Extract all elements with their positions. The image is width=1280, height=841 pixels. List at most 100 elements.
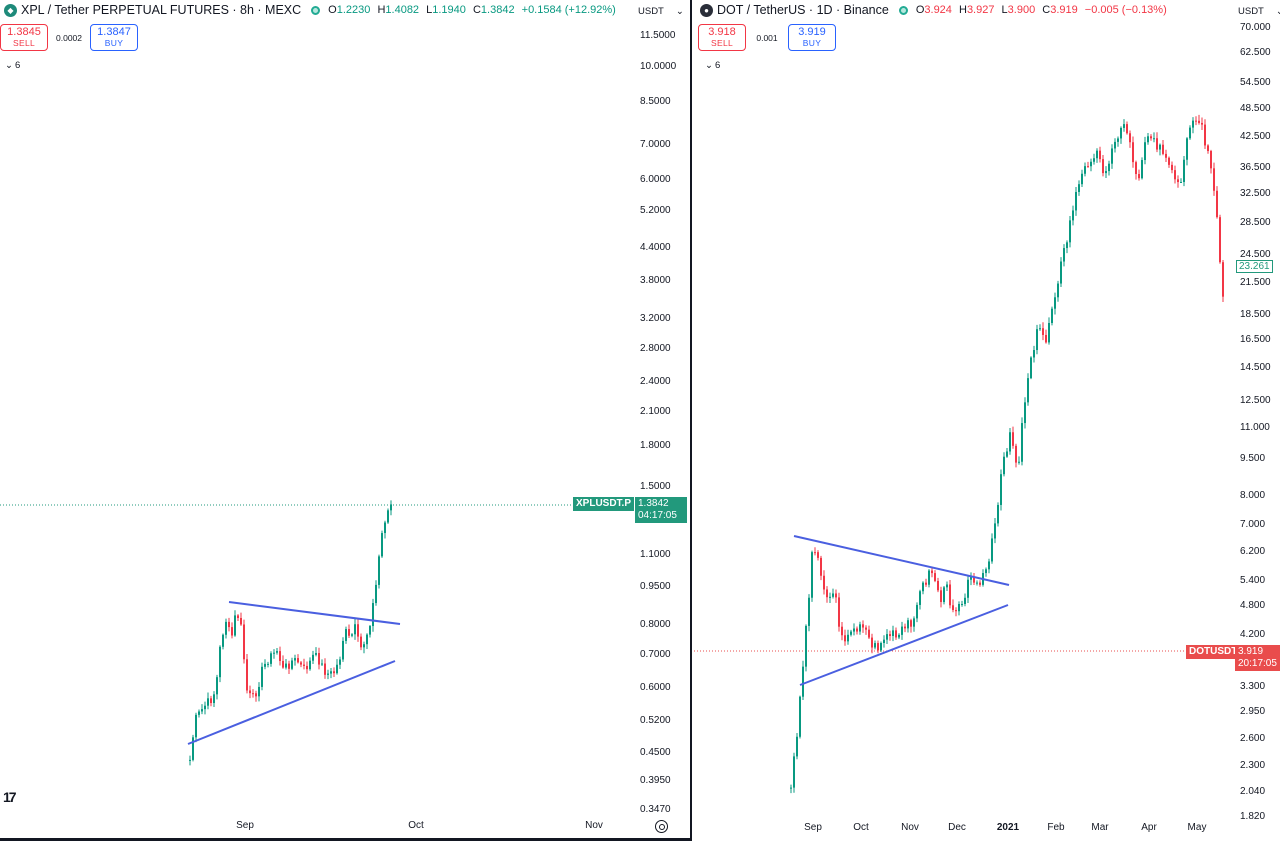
candle [901,621,903,640]
candle [979,580,981,587]
time-axis-label: Oct [408,820,424,831]
candle [243,619,245,664]
candle [258,682,260,702]
price-axis-label: 1.1000 [640,549,671,560]
candle [859,621,861,635]
tradingview-logo-icon[interactable]: 17 [3,789,17,805]
xpl-trade-panel: 1.3845 SELL 0.0002 1.3847 BUY [0,24,138,51]
price-axis-label: 24.500 [1240,249,1271,260]
price-axis-label: 0.4500 [640,747,671,758]
candle [1093,153,1095,165]
candle [216,674,218,700]
market-open-icon [898,5,908,15]
candle [1168,156,1170,168]
candle [1099,146,1101,163]
candle [1129,130,1131,148]
candle [384,520,386,539]
candle [387,508,389,524]
candle [991,533,993,564]
xpl-chart-pane[interactable]: ◆ XPL / Tether PERPETUAL FUTURES · 8h · … [0,0,690,841]
candle [1090,158,1092,172]
price-axis-label: 28.500 [1240,217,1271,228]
xpl-currency-select[interactable]: USDT ⌄ [638,5,684,17]
candle [1201,117,1203,131]
pane-border [0,838,690,841]
candle [988,558,990,574]
candle [1192,117,1194,134]
lower-trendline [799,604,1009,686]
candle [814,547,816,556]
price-axis-label: 12.500 [1240,395,1271,406]
candle [850,629,852,637]
xpl-sell-button[interactable]: 1.3845 SELL [0,24,48,51]
price-axis-label: 0.6000 [640,682,671,693]
dot-currency-select[interactable]: USDT ⌄ [1234,2,1280,20]
candle [808,594,810,632]
candle [1015,443,1017,468]
candle [1081,169,1083,187]
time-axis-label: Nov [901,822,919,833]
candle [802,660,804,700]
candle [883,635,885,648]
candle [312,650,314,664]
dot-price-chart[interactable] [694,0,1280,841]
candle [928,569,930,588]
candle [1084,162,1086,177]
candle [994,518,996,544]
candle [237,614,239,622]
price-axis-label: 0.3470 [640,804,671,815]
candle [1006,448,1008,458]
xpl-price-chart[interactable] [0,0,690,841]
xpl-buy-button[interactable]: 1.3847 BUY [90,24,138,51]
candle [213,691,215,707]
candle [1024,397,1026,429]
candle [267,661,269,668]
candle [949,579,951,609]
candle [1018,456,1020,465]
candle [880,641,882,653]
xpl-legend: ◆ XPL / Tether PERPETUAL FUTURES · 8h · … [4,3,620,17]
candle [862,620,864,633]
candle [1153,132,1155,143]
candle [1072,205,1074,226]
price-axis-label: 4.200 [1240,629,1266,640]
candle [973,573,975,585]
candle [856,626,858,635]
candle [1183,155,1185,187]
time-axis-label: Nov [585,820,603,831]
candle [1000,469,1002,511]
candle [1213,162,1215,196]
price-axis-label: 2.1000 [640,406,671,417]
xpl-symbol-title[interactable]: XPL / Tether PERPETUAL FUTURES · 8h · ME… [21,3,302,17]
pane-divider[interactable] [690,0,692,841]
xpl-indicators-toggle[interactable]: ⌄ 6 [5,59,21,71]
candle [321,659,323,666]
candle [970,572,972,586]
xpl-ohlc: O1.2230 H1.4082 L1.1940 C1.3842 +0.1584 … [328,4,616,16]
dot-legend: ● DOT / TetherUS · 1D · Binance O3.924 H… [700,3,1171,17]
dot-buy-button[interactable]: 3.919 BUY [788,24,836,51]
gear-icon[interactable] [655,820,668,833]
price-axis-label: 3.2000 [640,313,671,324]
candle [871,633,873,654]
candle [351,633,353,638]
candle [240,612,242,626]
candle [1111,144,1113,169]
candle [234,610,236,637]
dot-chart-pane[interactable]: ● DOT / TetherUS · 1D · Binance O3.924 H… [694,0,1280,841]
candle [342,637,344,662]
dot-indicators-toggle[interactable]: ⌄ 6 [705,59,721,71]
time-axis-label: 2021 [996,822,1020,833]
dot-symbol-title[interactable]: DOT / TetherUS · 1D · Binance [717,3,889,17]
price-axis-label: 4.800 [1240,600,1266,611]
dot-sell-button[interactable]: 3.918 SELL [698,24,746,51]
time-axis-label: Mar [1091,822,1109,833]
candle [922,581,924,595]
candle [1048,317,1050,345]
candle [1102,155,1104,177]
candle [805,624,807,672]
candle [841,622,843,641]
price-axis-label: 6.0000 [640,174,671,185]
candle [333,667,335,678]
candle [1021,417,1023,466]
